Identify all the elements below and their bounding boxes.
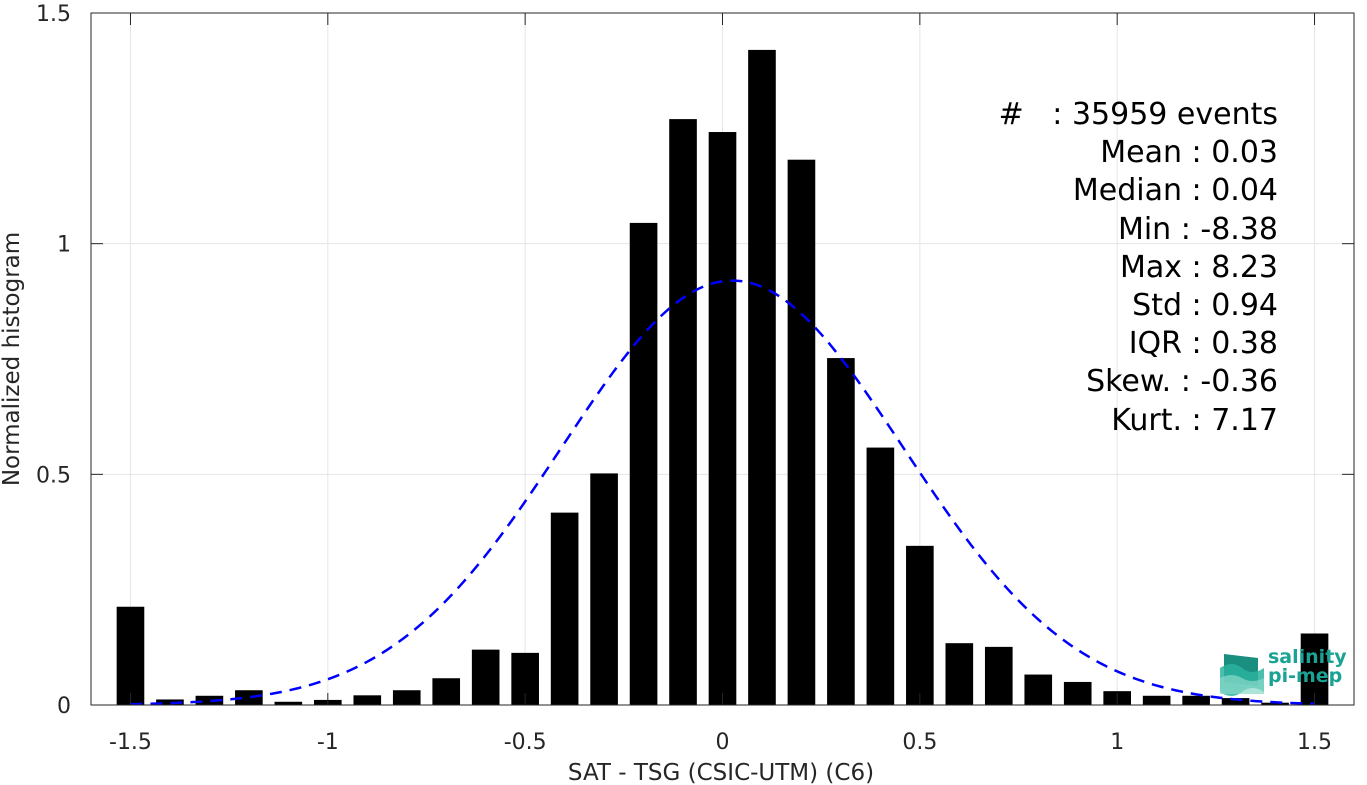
histogram-bar [787,159,816,706]
stat-line: # : 35959 events [998,97,1278,132]
stat-line: Std : 0.94 [1132,288,1278,324]
x-axis-label: SAT - TSG (CSIC-UTM) (C6) [568,760,874,785]
histogram-bar [827,358,855,705]
normal-fit-curve [130,279,1315,706]
histogram-bar [1024,674,1053,705]
stat-line: Min : -8.38 [1117,211,1278,247]
wave-logo-icon [1220,654,1264,696]
x-tick-label: -1.5 [109,730,152,755]
histogram-bar [1182,695,1210,705]
y-axis-label: Normalized histogram [0,232,25,486]
histogram-bar [708,132,737,706]
histogram-bar [1221,698,1250,705]
histogram-bar [156,699,184,705]
histogram-bar [392,690,421,705]
x-tick-label: -1 [317,730,339,755]
histogram-bar [1261,702,1289,705]
x-tick-label: 0.5 [902,730,937,755]
logo-line1: salinity [1268,646,1347,668]
stat-line: Mean : 0.03 [1100,135,1278,171]
x-tick-label: 1.5 [1297,730,1332,755]
y-tick-label: 1 [57,233,71,258]
histogram-bars [116,49,1329,706]
logo-line2: pi-mep [1268,665,1343,687]
histogram-bar [471,649,500,705]
histogram-bar [748,49,776,705]
stat-line: IQR : 0.38 [1128,326,1278,362]
x-tick-label: -0.5 [504,730,547,755]
histogram-bar [116,606,145,705]
histogram-bar [432,678,461,705]
y-tick-label: 0.5 [36,463,71,488]
histogram-bar [235,690,263,705]
histogram-bar [669,119,697,705]
axis-ticks [91,12,1354,706]
stat-line: Skew. : -0.36 [1086,364,1278,400]
histogram-bar [866,447,895,705]
histogram-bar [906,545,934,705]
histogram-bar [1142,695,1171,705]
x-tick-label: 1 [1110,730,1124,755]
histogram-bar [945,643,974,705]
histogram-bar [590,473,618,705]
histogram-bar [984,646,1013,705]
stat-line: Kurt. : 7.17 [1111,402,1278,438]
salinity-pi-mep-logo: salinity pi-mep [1218,648,1348,696]
histogram-bar [550,512,579,705]
stat-line: Max : 8.23 [1120,249,1278,285]
histogram-bar [629,222,658,705]
statistics-box: # : 35959 events Mean : 0.03 Median : 0.04… [999,96,1278,440]
stat-line: Median : 0.04 [1072,173,1278,209]
histogram-bar [353,695,382,705]
axis-tick-labels: -1.5 -1 -0.5 0 0.5 1 1.5 0 0.5 1 1.5 [36,2,1332,755]
histogram-bar [195,695,224,705]
y-tick-label: 0 [57,694,71,719]
x-tick-label: 0 [716,730,730,755]
histogram-bar [274,701,303,705]
histogram-bar [1063,681,1092,705]
y-tick-label: 1.5 [36,2,71,27]
